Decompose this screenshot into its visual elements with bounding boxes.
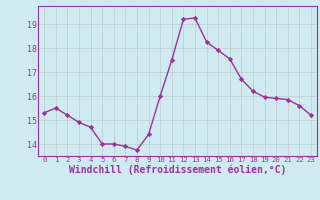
X-axis label: Windchill (Refroidissement éolien,°C): Windchill (Refroidissement éolien,°C): [69, 165, 286, 175]
